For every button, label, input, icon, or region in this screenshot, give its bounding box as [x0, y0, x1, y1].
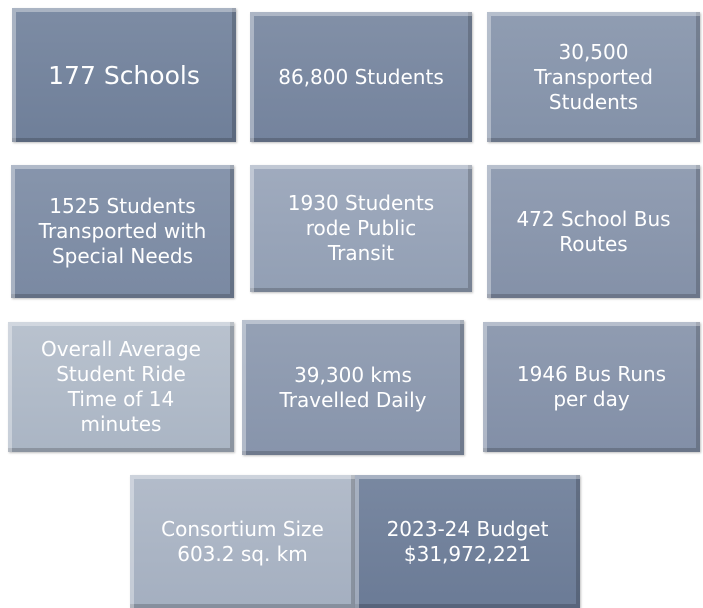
stat-text: 177 Schools [48, 60, 200, 90]
stat-text: 1525 Students [49, 194, 196, 218]
stat-tile: Consortium Size 603.2 sq. km [130, 475, 355, 608]
stat-text: Student Ride [56, 362, 186, 386]
stat-tile: 30,500 Transported Students [487, 12, 700, 142]
stat-text: Travelled Daily [279, 387, 427, 412]
stat-text: Transported with [38, 219, 207, 243]
stat-text: $31,972,221 [403, 541, 532, 566]
stat-tile: 2023-24 Budget $31,972,221 [355, 475, 580, 608]
stat-tile: 1525 Students Transported with Special Nee… [11, 165, 234, 298]
stat-text: Transit [327, 241, 395, 265]
stat-text: Transported [534, 64, 653, 89]
stat-text: 2023-24 Budget [386, 516, 549, 541]
stat-tile: 39,300 kms Travelled Daily [242, 320, 464, 455]
stat-text: 472 School Bus [516, 206, 671, 231]
stat-text: 1946 Bus Runs [516, 362, 667, 386]
stat-tile: 86,800 Students [250, 12, 472, 142]
stat-tile: 472 School Bus Routes [487, 165, 700, 298]
stat-text: 39,300 kms [294, 362, 412, 387]
stat-text: Consortium Size [161, 516, 324, 541]
stat-text: Time of 14 [67, 387, 175, 411]
stat-tile: 177 Schools [12, 8, 236, 142]
stat-text: rode Public [305, 216, 417, 240]
stat-text: minutes [80, 412, 162, 436]
stat-text: 30,500 [558, 39, 629, 64]
stat-tile: 1946 Bus Runs per day [483, 322, 700, 452]
stat-text: Routes [559, 231, 628, 256]
stat-text: 603.2 sq. km [177, 541, 308, 566]
stat-text: 1930 Students [287, 191, 435, 215]
stat-text: Students [548, 89, 639, 114]
stat-text: 86,800 Students [278, 64, 444, 89]
stat-text: per day [553, 387, 630, 411]
stat-text: Overall Average [41, 337, 201, 361]
stat-tile: 1930 Students rode Public Transit [250, 165, 472, 292]
stat-text: Special Needs [51, 244, 194, 268]
stat-tile: Overall Average Student Ride Time of 14 min… [8, 322, 234, 452]
